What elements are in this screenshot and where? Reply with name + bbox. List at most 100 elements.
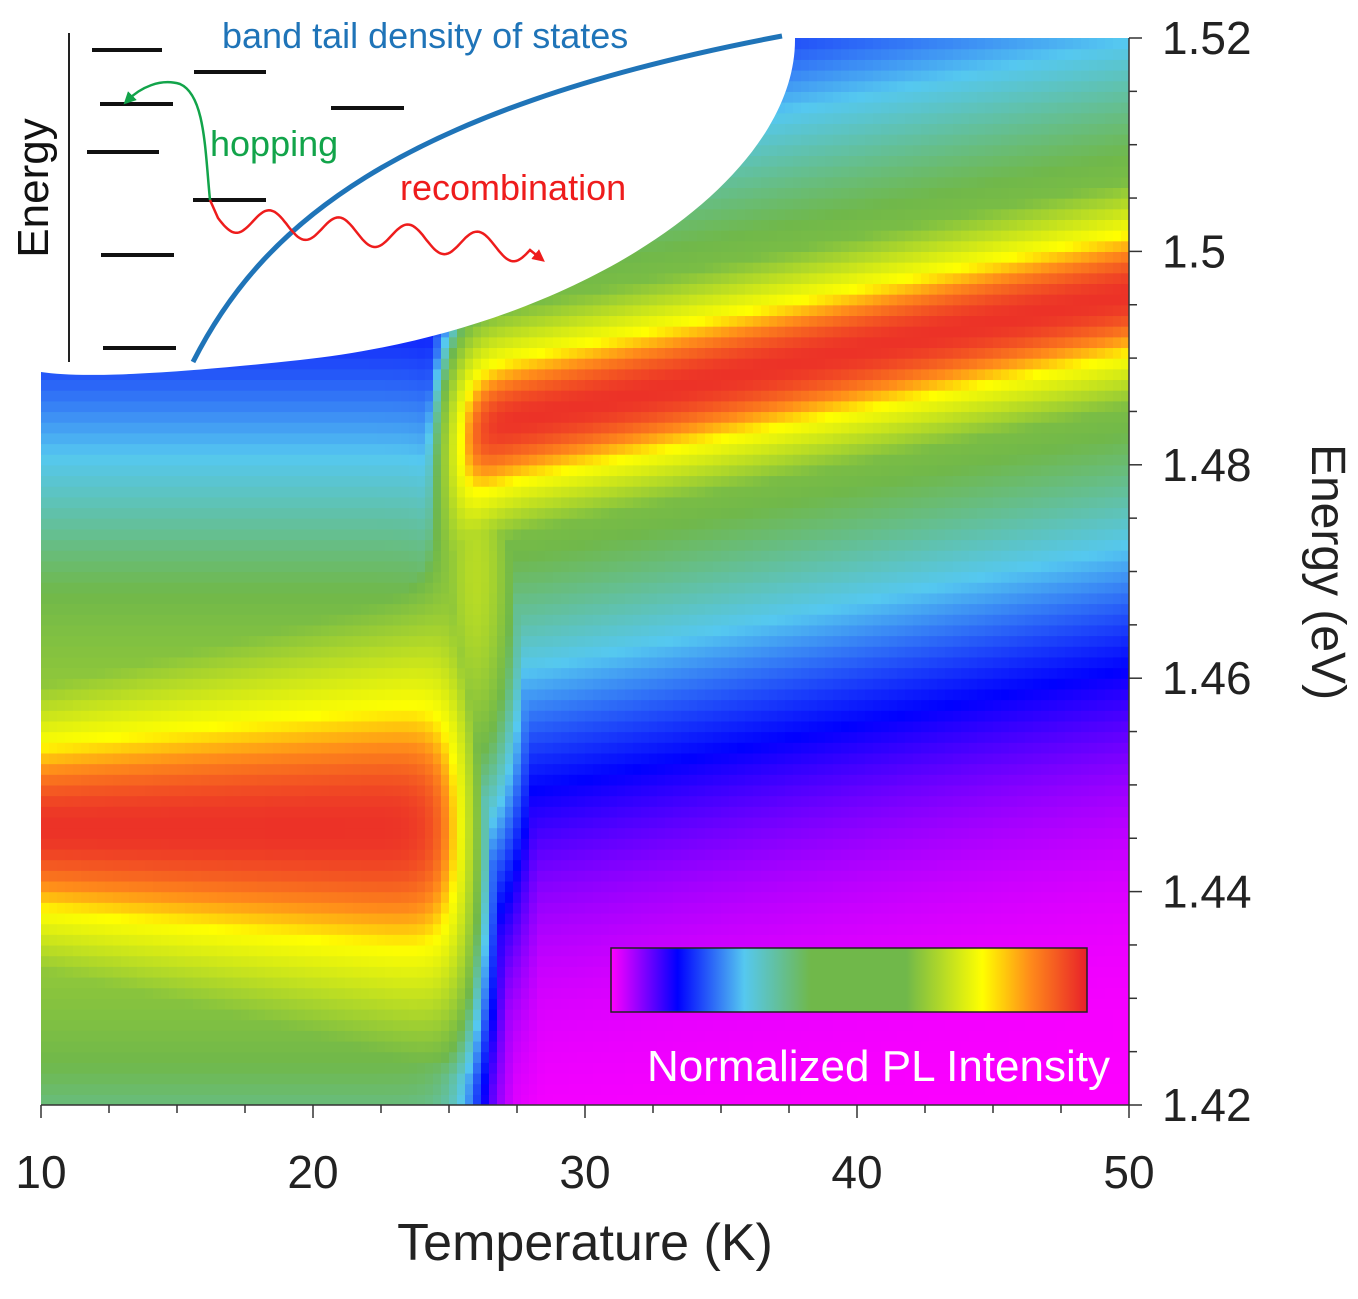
heatmap-cell bbox=[417, 400, 426, 413]
heatmap-cell bbox=[129, 518, 138, 530]
heatmap-cell bbox=[401, 1008, 410, 1021]
heatmap-cell bbox=[329, 635, 338, 647]
heatmap-cell bbox=[401, 923, 410, 935]
heatmap-cell bbox=[137, 806, 146, 818]
heatmap-cell bbox=[281, 390, 290, 402]
heatmap-cell bbox=[153, 966, 162, 978]
heatmap-cell bbox=[193, 390, 202, 402]
heatmap-cell bbox=[193, 699, 202, 711]
heatmap-cell bbox=[265, 667, 274, 679]
heatmap-cell bbox=[185, 518, 194, 530]
heatmap-cell bbox=[65, 1008, 74, 1021]
heatmap-cell bbox=[153, 1030, 162, 1042]
heatmap-cell bbox=[225, 902, 234, 914]
heatmap-cell bbox=[81, 422, 90, 434]
heatmap-cell bbox=[409, 571, 418, 583]
heatmap-cell bbox=[369, 592, 378, 605]
heatmap-cell bbox=[409, 1051, 418, 1063]
heatmap-cell bbox=[265, 1062, 274, 1074]
heatmap-cell bbox=[265, 795, 274, 807]
heatmap-cell bbox=[273, 667, 282, 679]
heatmap-cell bbox=[377, 560, 386, 573]
heatmap-cell bbox=[49, 934, 58, 946]
heatmap-cell bbox=[241, 390, 250, 402]
heatmap-cell bbox=[105, 475, 114, 487]
heatmap-cell bbox=[345, 763, 354, 775]
heatmap-cell bbox=[105, 443, 114, 455]
heatmap-cell bbox=[217, 923, 226, 935]
heatmap-cell bbox=[313, 358, 322, 370]
heatmap-cell bbox=[65, 699, 74, 711]
heatmap-cell bbox=[129, 411, 138, 423]
heatmap-cell bbox=[393, 528, 402, 541]
heatmap-cell bbox=[49, 422, 58, 434]
heatmap-cell bbox=[377, 912, 386, 925]
heatmap-cell bbox=[97, 560, 106, 573]
heatmap-cell bbox=[161, 976, 170, 989]
heatmap-cell bbox=[41, 454, 50, 466]
heatmap-cell bbox=[265, 1030, 274, 1042]
heatmap-cell bbox=[337, 1040, 346, 1053]
heatmap-cell bbox=[393, 795, 402, 807]
heatmap-cell bbox=[321, 827, 330, 839]
heatmap-cell bbox=[401, 1062, 410, 1074]
heatmap-cell bbox=[81, 784, 90, 797]
heatmap-cell bbox=[385, 379, 394, 391]
heatmap-cell bbox=[121, 1062, 130, 1074]
heatmap-cell bbox=[409, 667, 418, 679]
heatmap-cell bbox=[153, 368, 162, 381]
heatmap-cell bbox=[73, 432, 82, 445]
heatmap-cell bbox=[65, 731, 74, 743]
heatmap-cell bbox=[49, 955, 58, 967]
heatmap-cell bbox=[41, 752, 50, 765]
heatmap-cell bbox=[305, 614, 314, 626]
heatmap-cell bbox=[129, 998, 138, 1010]
heatmap-cell bbox=[97, 411, 106, 423]
heatmap-cell bbox=[89, 848, 98, 861]
heatmap-cell bbox=[225, 848, 234, 861]
heatmap-cell bbox=[329, 624, 338, 637]
heatmap-cell bbox=[385, 560, 394, 573]
heatmap-cell bbox=[49, 944, 58, 957]
heatmap-cell bbox=[185, 944, 194, 957]
heatmap-cell bbox=[97, 390, 106, 402]
heatmap-cell bbox=[345, 1094, 354, 1105]
heatmap-cell bbox=[385, 955, 394, 967]
heatmap-cell bbox=[129, 368, 138, 381]
heatmap-cell bbox=[297, 422, 306, 434]
heatmap-cell bbox=[153, 560, 162, 573]
heatmap-cell bbox=[209, 475, 218, 487]
heatmap-cell bbox=[289, 720, 298, 733]
heatmap-cell bbox=[313, 646, 322, 658]
heatmap-cell bbox=[121, 560, 130, 573]
heatmap-cell bbox=[433, 347, 442, 359]
heatmap-cell bbox=[433, 912, 442, 925]
heatmap-cell bbox=[265, 742, 274, 754]
heatmap-cell bbox=[409, 443, 418, 455]
heatmap-cell bbox=[313, 902, 322, 914]
heatmap-cell bbox=[121, 987, 130, 999]
heatmap-cell bbox=[329, 966, 338, 978]
heatmap-cell bbox=[361, 731, 370, 743]
heatmap-cell bbox=[265, 571, 274, 583]
heatmap-cell bbox=[105, 827, 114, 839]
heatmap-cell bbox=[345, 560, 354, 573]
heatmap-cell bbox=[345, 496, 354, 509]
heatmap-cell bbox=[73, 902, 82, 914]
heatmap-cell bbox=[409, 379, 418, 391]
heatmap-cell bbox=[257, 432, 266, 445]
heatmap-cell bbox=[417, 1051, 426, 1063]
heatmap-cell bbox=[345, 795, 354, 807]
heatmap-cell bbox=[289, 646, 298, 658]
heatmap-cell bbox=[425, 806, 434, 818]
heatmap-cell bbox=[121, 912, 130, 925]
heatmap-cell bbox=[49, 838, 58, 850]
heatmap-cell bbox=[97, 827, 106, 839]
heatmap-cell bbox=[225, 859, 234, 871]
heatmap-cell bbox=[385, 699, 394, 711]
heatmap-cell bbox=[121, 710, 130, 722]
heatmap-cell bbox=[369, 934, 378, 946]
heatmap-cell bbox=[433, 528, 442, 541]
heatmap-cell bbox=[281, 368, 290, 381]
heatmap-cell bbox=[377, 880, 386, 893]
